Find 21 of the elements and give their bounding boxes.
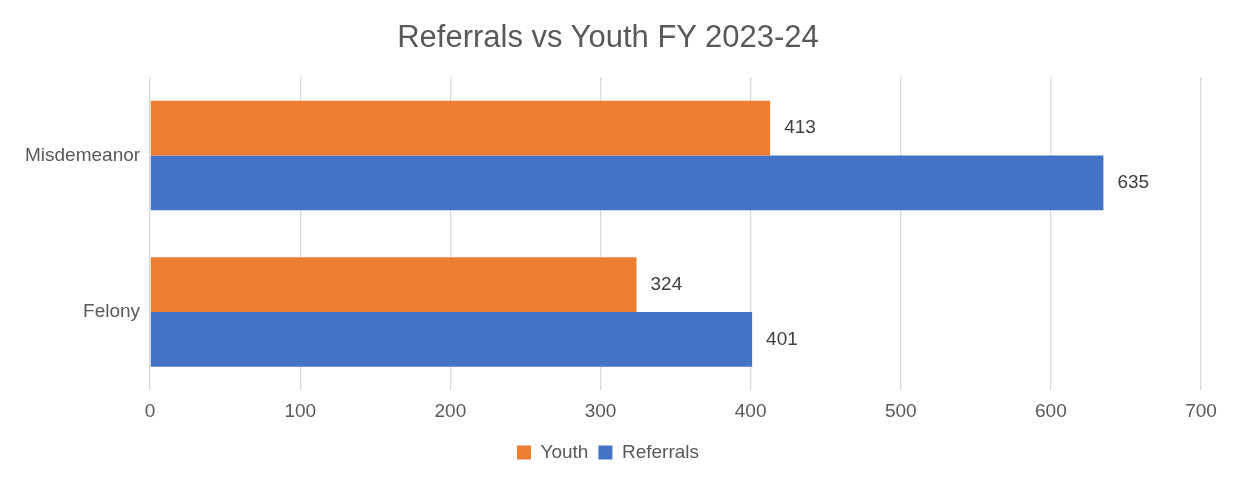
x-tick-label: 100: [284, 399, 317, 421]
legend-label: Referrals: [621, 440, 699, 462]
data-label: 324: [650, 272, 683, 294]
data-label: 413: [784, 116, 816, 138]
y-tick-label: Misdemeanor: [24, 143, 141, 165]
x-tick-label: 0: [144, 399, 156, 421]
data-label: 401: [766, 327, 798, 349]
legend-label: Youth: [540, 440, 589, 462]
x-tick-label: 400: [734, 399, 767, 421]
bar: [150, 155, 1104, 211]
x-tick-label: 300: [584, 399, 617, 421]
chart-title: Referrals vs Youth FY 2023-24: [397, 19, 819, 55]
x-tick-label: 600: [1035, 399, 1067, 421]
x-tick-label: 200: [434, 399, 467, 421]
data-label: 635: [1117, 171, 1150, 193]
bar: [150, 311, 753, 367]
x-tick-label: 700: [1185, 399, 1217, 421]
bar: [150, 100, 771, 156]
x-tick-label: 500: [884, 399, 917, 421]
bar: [150, 257, 637, 312]
y-tick-label: Felony: [83, 300, 141, 322]
